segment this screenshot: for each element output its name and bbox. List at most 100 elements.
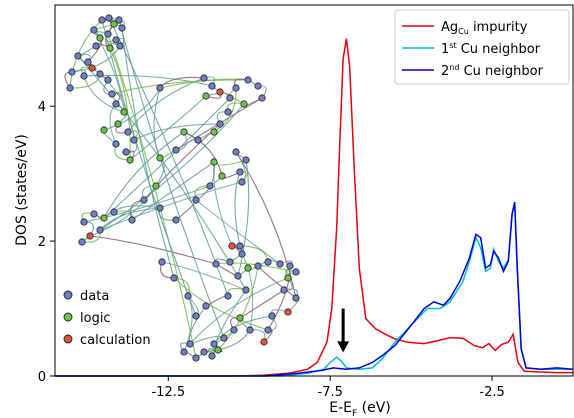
network-node [80, 218, 88, 226]
network-node [244, 76, 252, 84]
ticks: -12.5 -7.5 -2.5 0 2 4 [38, 100, 505, 400]
network-node [234, 272, 242, 280]
network-node [232, 148, 240, 156]
network-node [218, 172, 226, 180]
network-node [226, 258, 234, 266]
network-edge [237, 159, 250, 277]
network-node [112, 140, 120, 148]
network-node [214, 346, 222, 354]
network-node [242, 156, 250, 164]
x-tick-label: -12.5 [151, 385, 185, 400]
network-node [210, 340, 218, 348]
series-line-2 [55, 201, 574, 377]
network-node [186, 340, 194, 348]
network-node [124, 128, 132, 136]
network-edge [189, 277, 289, 345]
network-node [80, 72, 88, 80]
network-node [202, 302, 210, 310]
network-node [108, 90, 116, 98]
network-node [216, 88, 224, 96]
network-edge [217, 265, 259, 351]
network-node [172, 146, 180, 154]
network-node [226, 94, 234, 102]
network-node [194, 136, 202, 144]
network-edge [99, 207, 161, 231]
network-node [86, 232, 94, 240]
network-node [210, 158, 218, 166]
axes [54, 4, 574, 377]
network-node [104, 76, 112, 84]
network-node [192, 312, 200, 320]
network-edge [175, 97, 263, 151]
legend-label-2: 2nd Cu neighbor [441, 63, 544, 79]
network-node [254, 262, 262, 270]
network-node [88, 64, 96, 72]
network-edge [235, 151, 297, 299]
inset-legend-label-data: data [80, 289, 109, 304]
network-node [254, 82, 262, 90]
network-node [74, 52, 82, 60]
network-node [180, 128, 188, 136]
network-edge [108, 17, 229, 297]
network-node [96, 70, 104, 78]
series-line-0 [55, 38, 573, 377]
network-node [264, 326, 272, 334]
dos-lines [55, 38, 574, 377]
network-edge [131, 161, 215, 221]
network-edge [118, 19, 225, 339]
network-node [130, 136, 138, 144]
network-edge [121, 27, 175, 279]
network-node [268, 312, 276, 320]
network-node [292, 294, 300, 302]
network-node [100, 126, 108, 134]
network-node [210, 128, 218, 136]
network-edge [189, 335, 225, 345]
network-node [276, 260, 284, 268]
network-node [284, 274, 292, 282]
network-edge [161, 261, 247, 291]
network-node [284, 308, 292, 316]
network-node [238, 250, 246, 258]
x-axis-label-sub: F [352, 409, 357, 418]
network-node [286, 262, 294, 270]
network-node [158, 258, 166, 266]
legend-label-0: AgCu impurity [441, 20, 528, 36]
network-node [192, 354, 200, 362]
network-edge [203, 329, 251, 353]
network-node [128, 216, 136, 224]
network-node [115, 16, 123, 24]
network-node [216, 120, 224, 128]
network-node [84, 58, 92, 66]
network-node [258, 94, 266, 102]
inset-legend-dot-calculation [63, 334, 73, 344]
network-edge [71, 45, 121, 73]
network-node [120, 108, 128, 116]
network-node [180, 348, 188, 356]
network-node [202, 92, 210, 100]
network-node [208, 352, 216, 360]
network-node [232, 84, 240, 92]
network-node [192, 196, 200, 204]
inset-legend-dot-data [63, 290, 73, 300]
x-axis-label-main: E-E [329, 400, 352, 416]
inset-legend: data logic calculation [63, 289, 151, 348]
network-node [200, 74, 208, 82]
network-node [206, 182, 214, 190]
network-node [238, 178, 246, 186]
network-node [230, 326, 238, 334]
network-edge [133, 123, 221, 141]
network-edge [183, 131, 223, 177]
network-node [152, 182, 160, 190]
network-node [116, 42, 124, 50]
x-axis-label-unit: (eV) [357, 400, 391, 416]
network-node [224, 108, 232, 116]
network-edge [127, 77, 205, 133]
network-edge [107, 33, 197, 359]
network-node [242, 286, 250, 294]
network-node [118, 24, 126, 32]
network-node [170, 274, 178, 282]
network-edge [101, 19, 197, 317]
network-node [228, 242, 236, 250]
network-node [90, 26, 98, 34]
